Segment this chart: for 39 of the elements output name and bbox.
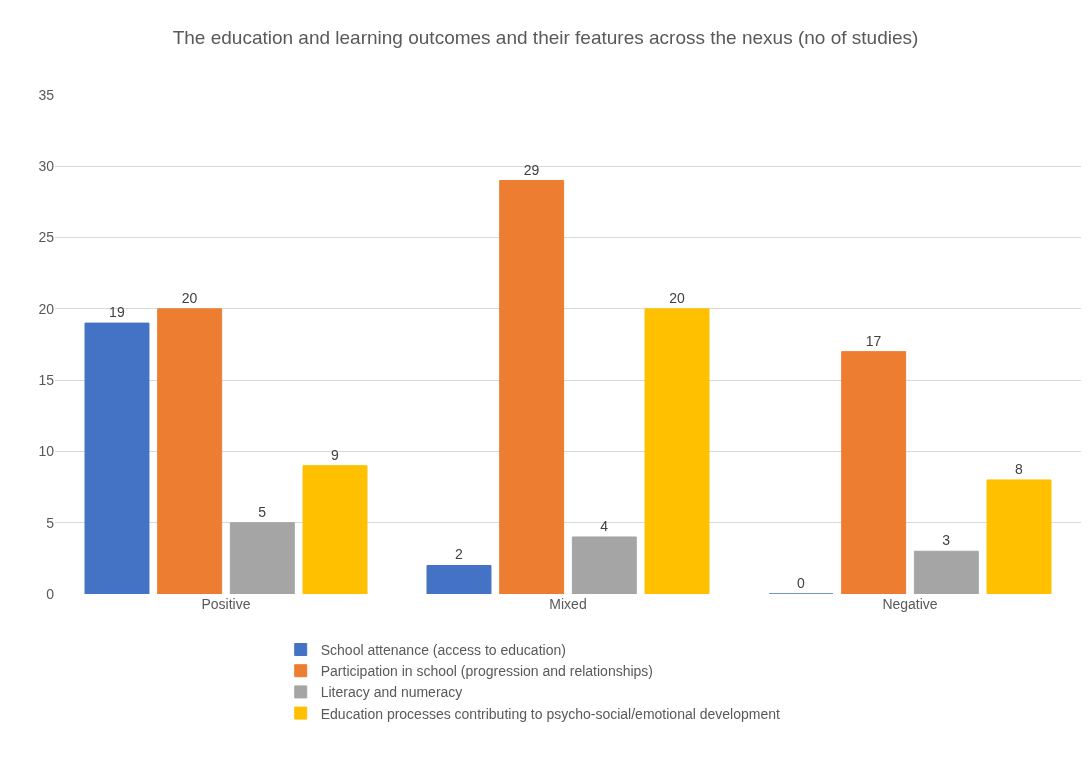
y-tick-label: 5 (46, 514, 55, 531)
x-tick-label: Mixed (549, 596, 587, 612)
data-label: 2 (454, 546, 463, 563)
bar (229, 522, 295, 594)
data-label: 8 (1015, 460, 1024, 477)
y-tick-label: 35 (38, 86, 55, 103)
chart-title: The education and learning outcomes and their features across the nexus (no of studies) (172, 27, 919, 49)
y-tick-label: 10 (38, 443, 55, 460)
x-tick-label: Negative (882, 596, 938, 612)
bar (499, 180, 565, 594)
data-label: 9 (331, 446, 340, 463)
y-tick-label: 15 (38, 372, 55, 389)
bar (913, 550, 979, 594)
data-label: 19 (109, 304, 125, 321)
y-tick-label: 0 (46, 585, 55, 602)
bar (986, 479, 1052, 594)
bar (644, 308, 710, 594)
legend-label: Literacy and numeracy (320, 684, 463, 701)
y-tick-label: 30 (38, 158, 55, 175)
data-label: 5 (258, 503, 267, 520)
data-label: 29 (523, 161, 540, 178)
x-tick-label: Positive (201, 596, 251, 612)
data-label: 17 (865, 332, 882, 349)
bar (84, 322, 150, 594)
bar (157, 308, 223, 594)
bar (571, 536, 637, 594)
bar (426, 564, 492, 594)
y-tick-label: 25 (38, 229, 55, 246)
legend-label: Education processes contributing to psycho-social/emotional development (320, 705, 780, 722)
data-label: 0 (796, 575, 805, 591)
data-label: 3 (942, 532, 951, 549)
bar (841, 351, 907, 594)
y-tick-label: 20 (38, 300, 55, 317)
legend-label: School attenance (access to education) (320, 641, 566, 658)
data-label: 4 (600, 517, 609, 534)
data-label: 20 (669, 289, 685, 306)
legend-label: Participation in school (progression and relationships) (320, 663, 654, 680)
bar (302, 465, 368, 594)
data-label: 20 (181, 289, 198, 306)
